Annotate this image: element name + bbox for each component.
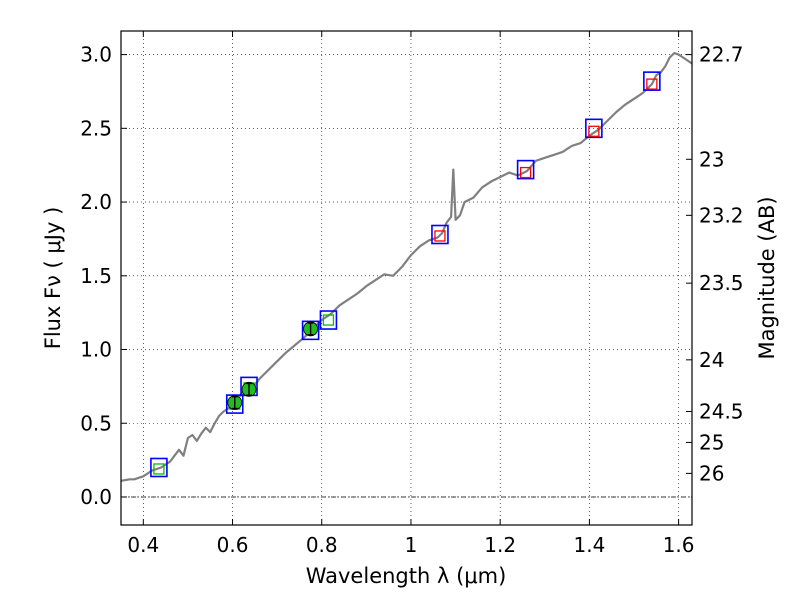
y-tick-label: 0.0 [80, 485, 112, 509]
x-tick-label: 0.6 [217, 533, 249, 557]
y2-tick-label: 26 [699, 461, 724, 485]
y-tick-label: 0.5 [80, 411, 112, 435]
model-flux-marker-red [588, 125, 600, 137]
y2-tick-label: 24 [699, 348, 724, 372]
filter-square-marker [150, 457, 168, 478]
plot-frame [120, 30, 693, 526]
plot-area [120, 30, 693, 526]
model-flux-marker-red [646, 78, 658, 90]
y2-tick-label: 24.5 [699, 399, 744, 423]
y2-tick-label: 22.7 [699, 43, 744, 67]
y2-tick-label: 23 [699, 147, 724, 171]
y-tick-label: 1.5 [80, 264, 112, 288]
x-axis-label: Wavelength λ (μm) [306, 564, 507, 588]
filter-square-marker [225, 394, 244, 414]
spectrum-line [120, 51, 693, 482]
x-tick-label: 0.4 [127, 533, 159, 557]
y2-axis-label: Magnitude (AB) [755, 196, 779, 359]
x-tick-label: 1.6 [663, 533, 695, 557]
x-tick-label: 1.2 [484, 533, 516, 557]
y-tick-label: 1.0 [80, 338, 112, 362]
y2-tick-label: 25 [699, 430, 724, 454]
filter-square-marker [431, 224, 449, 245]
x-tick-label: 0.8 [306, 533, 338, 557]
ticks: 0.4 0.6 0.8 1 1.2 1.4 1.6 0.0 0.5 1.0 1.5 2.0 2.5 3.0… [80, 31, 744, 557]
series-layer [120, 51, 693, 482]
filter-square-marker [301, 320, 320, 341]
filter-square-marker [585, 118, 603, 139]
y-tick-label: 3.0 [80, 43, 112, 67]
plot-background [121, 31, 692, 525]
model-flux-marker-red [434, 230, 446, 242]
y-tick-label: 2.0 [80, 190, 112, 214]
y-axis-label: Flux Fν ( μJy ) [41, 207, 65, 350]
x-tick-label: 1 [405, 533, 418, 557]
model-flux-marker-green [322, 314, 335, 326]
model-flux-marker-red [519, 166, 532, 179]
y2-tick-label: 23.5 [699, 271, 744, 295]
y2-tick-label: 23.2 [699, 203, 744, 227]
filter-square-marker [319, 310, 338, 330]
model-flux-marker-green [153, 463, 165, 475]
filter-square-marker [643, 71, 661, 91]
filter-square-marker [516, 159, 535, 180]
x-tick-label: 1.4 [573, 533, 605, 557]
y-tick-label: 2.5 [80, 116, 112, 140]
